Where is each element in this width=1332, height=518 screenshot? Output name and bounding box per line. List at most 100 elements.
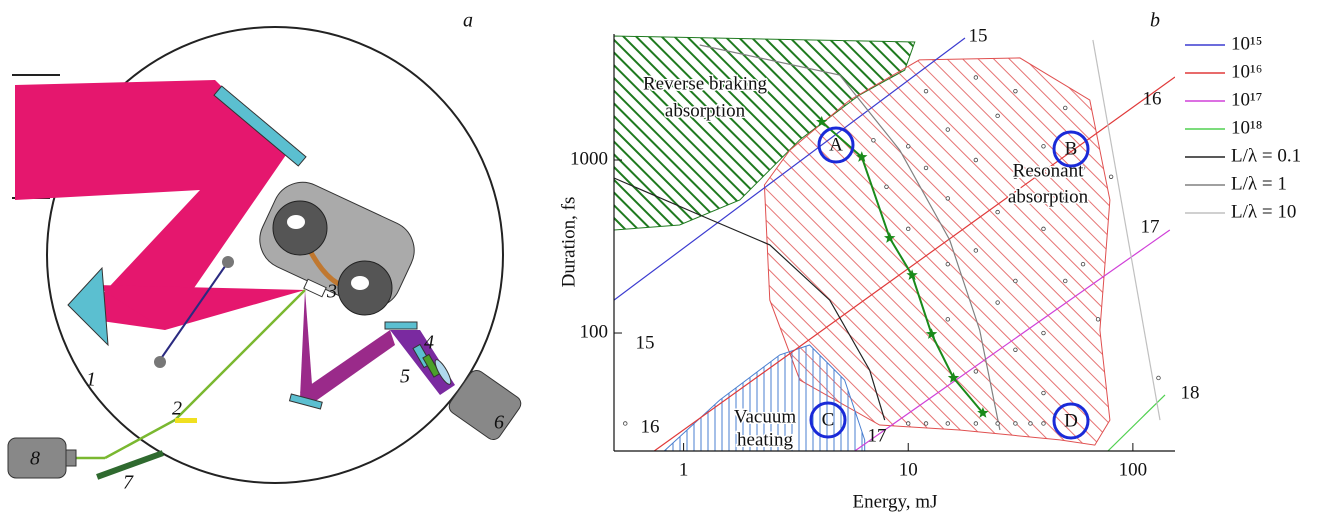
trajectory-point [816, 115, 828, 127]
series-line [614, 37, 966, 301]
data-point [1041, 390, 1046, 396]
part-label: 8 [30, 448, 40, 470]
data-point [1013, 88, 1018, 94]
trajectory-point [884, 232, 896, 243]
marker-circle [1052, 130, 1090, 168]
data-point [1041, 421, 1046, 426]
trajectory-point [906, 269, 918, 280]
x-ray-beam [300, 290, 313, 398]
line-label: 15 [636, 332, 655, 353]
series-line [854, 229, 1171, 451]
data-point [1080, 165, 1086, 171]
x-tick-label: 1 [679, 459, 689, 480]
line-label: 18 [1181, 382, 1200, 403]
filter [422, 353, 441, 378]
x-ray-beam [300, 330, 395, 405]
data-point [1013, 278, 1018, 284]
chamber [46, 26, 504, 484]
legend-label: 10¹⁸ [1231, 117, 1262, 138]
data-point [1013, 347, 1018, 352]
marker-label: C [822, 409, 835, 430]
marker-label: D [1064, 410, 1078, 431]
data-point [1156, 375, 1161, 381]
panel-label: b [1150, 10, 1160, 32]
data-point [973, 369, 979, 374]
part-label: 6 [494, 412, 504, 434]
parabolic-mirror [67, 266, 109, 347]
y-axis-label: Duration, fs [558, 197, 579, 288]
series-line [1107, 394, 1166, 451]
part-label: 3 [326, 281, 337, 303]
plot-clip [614, 35, 1175, 451]
line-label: 17 [1141, 216, 1160, 237]
data-point [1063, 278, 1068, 284]
panel-a: a 1 2 3 4 5 6 7 8 [7, 10, 522, 494]
data-point [995, 421, 1000, 426]
y-tick-label: 1000 [570, 148, 608, 169]
data-point [923, 421, 929, 426]
part-label: 1 [86, 369, 96, 391]
data-point [1041, 144, 1046, 149]
data-point [973, 421, 979, 426]
legend-label: L/λ = 1 [1231, 173, 1287, 194]
data-point [945, 196, 950, 201]
line-label: 17 [868, 425, 887, 446]
reel-hub [351, 276, 369, 290]
reel-hub [287, 215, 305, 229]
region [614, 35, 916, 231]
data-point [973, 157, 979, 163]
data-point [923, 88, 929, 94]
data-point [623, 421, 628, 426]
plot-area: Reverse braking absorption Resonant absorpt… [570, 25, 1301, 480]
data-point [973, 75, 979, 80]
trajectory-point [977, 407, 989, 418]
series-line [653, 76, 1175, 451]
data-point [945, 261, 950, 267]
trajectory-point [925, 328, 938, 339]
x-tick-label: 10 [899, 459, 918, 480]
data-point [995, 300, 1000, 305]
data-point [1108, 174, 1114, 179]
camera-lens [65, 449, 77, 467]
window [175, 418, 197, 423]
region-label: Reverse braking [643, 73, 767, 94]
legend-label: 10¹⁷ [1231, 89, 1262, 110]
y-tick-label: 100 [580, 321, 609, 342]
marker-circle [817, 126, 855, 164]
part-label: 4 [424, 332, 434, 354]
data-point [1063, 196, 1068, 201]
region-label: Vacuum [734, 406, 796, 427]
data-point [1013, 421, 1018, 426]
data-point [923, 165, 929, 171]
region-label: Resonant [1013, 160, 1084, 181]
needle [159, 261, 229, 361]
trajectory-point [947, 371, 960, 383]
data-point [906, 144, 911, 149]
mirror [213, 85, 307, 167]
series-line [614, 177, 886, 421]
region [663, 344, 866, 451]
data-point [995, 209, 1000, 215]
lens [434, 359, 452, 385]
data-point [1028, 421, 1033, 426]
legend-label: 10¹⁵ [1231, 33, 1262, 54]
region-label: absorption [665, 100, 746, 121]
marker-label: A [829, 134, 843, 155]
marker-circle [1052, 402, 1090, 440]
data-point [906, 421, 911, 426]
data-point [1063, 105, 1068, 111]
target-spot [303, 278, 327, 298]
data-point [995, 113, 1000, 119]
panel-label: a [463, 10, 473, 32]
line-label: 15 [969, 25, 988, 46]
needle-end [154, 356, 166, 368]
data-point [1080, 261, 1086, 267]
needle-end [222, 256, 234, 268]
data-point [973, 248, 979, 253]
line-label: 16 [641, 416, 660, 437]
data-point [1013, 174, 1018, 179]
part-label: 5 [400, 366, 410, 388]
data-point [1041, 226, 1046, 232]
data-point [906, 226, 911, 232]
